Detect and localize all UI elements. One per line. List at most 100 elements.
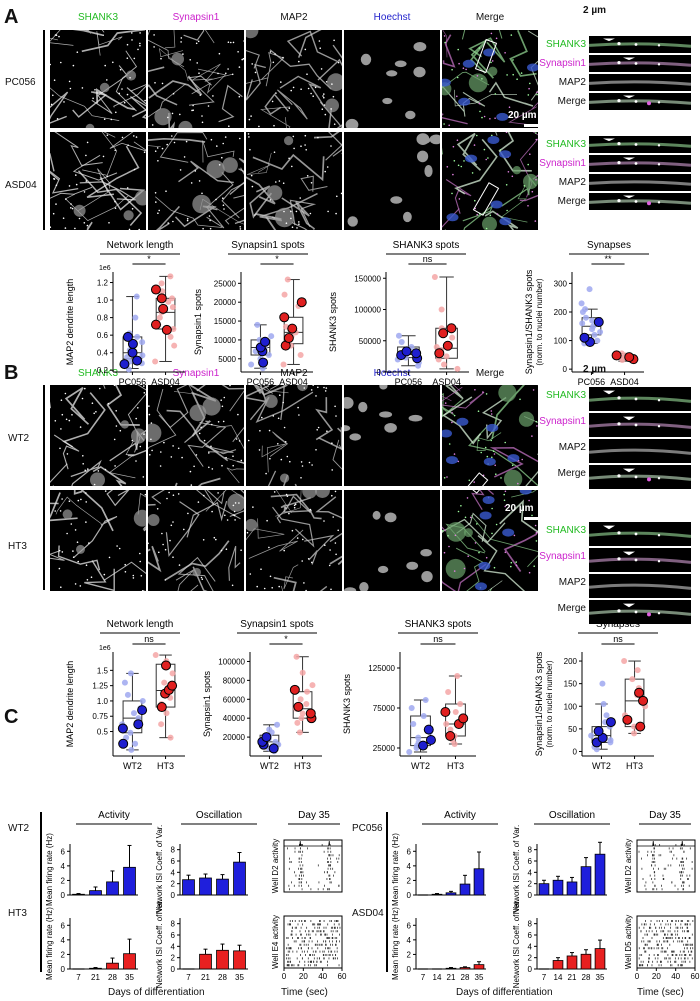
x-tick-label: 20 (652, 972, 661, 981)
data-point (591, 331, 598, 338)
chart-title: Activity (444, 810, 476, 821)
data-point-mean (133, 719, 144, 730)
y-tick-label: 100 (564, 702, 578, 711)
y-tick-label: 0.4 (97, 349, 109, 358)
data-point (452, 709, 459, 715)
y-tick-label: 25000 (373, 744, 396, 753)
y-tick-label: 0 (171, 891, 176, 900)
bar (123, 953, 136, 970)
data-point (130, 710, 137, 717)
data-point-mean (638, 695, 649, 706)
significance-label: * (275, 254, 279, 264)
data-point (410, 721, 417, 727)
inset-label: Merge (557, 468, 586, 479)
data-point (169, 670, 176, 677)
data-point-mean (445, 731, 456, 741)
y-tick-label: 8 (528, 846, 533, 855)
data-point-mean (296, 297, 307, 308)
data-point-mean (411, 348, 422, 359)
x-tick-label: 28 (218, 973, 227, 982)
x-tick-label: 21 (91, 973, 100, 982)
bar (580, 866, 592, 896)
bar (106, 962, 119, 970)
bar (106, 881, 119, 896)
bar (72, 893, 85, 896)
data-point (415, 734, 422, 741)
x-tick-label: WT2 (123, 761, 142, 771)
y-tick-label: 0.6 (97, 331, 109, 340)
significance-label: ns (144, 634, 154, 644)
y-axis-label: Mean firing rate (Hz) (45, 907, 54, 980)
inset-tile (589, 522, 691, 546)
row-label-wt2: WT2 (8, 433, 30, 444)
inset-tile (589, 74, 691, 91)
x-tick-label: 28 (108, 973, 117, 982)
bar (566, 955, 578, 970)
micrograph-tile (50, 30, 146, 128)
data-point (398, 339, 405, 345)
data-point (169, 295, 176, 302)
data-point-mean (289, 684, 300, 695)
y-tick-label: 100 (554, 337, 568, 346)
y-axis-label: Network ISI Coeff. of Var. (155, 899, 164, 989)
data-point-mean (593, 726, 604, 737)
y-tick-label: 20000 (223, 733, 246, 742)
x-tick-label: 60 (338, 972, 347, 981)
inset-label: Merge (557, 603, 586, 614)
y-tick-label: 4 (528, 868, 533, 877)
x-tick-label: PC056 (119, 377, 147, 387)
data-point-mean (305, 708, 316, 719)
data-point (454, 673, 461, 679)
y-axis-label: Network ISI Coeff. of Var. (512, 825, 521, 915)
data-point-mean (423, 724, 434, 735)
x-tick-label: 28 (461, 973, 470, 982)
x-tick-label: 35 (125, 973, 134, 982)
data-point (594, 337, 601, 344)
y-axis-label: Mean firing rate (Hz) (391, 833, 400, 906)
y-axis-label: Synapsin1/SHANK3 spots (534, 651, 544, 756)
data-point (304, 688, 311, 695)
x-tick-label: 21 (201, 973, 210, 982)
y-axis-label: Network ISI Coeff. of Var. (155, 825, 164, 915)
bar (199, 877, 212, 896)
y-axis-label: Synapsin1 spots (202, 670, 212, 737)
data-point (127, 729, 134, 736)
data-point-mean (458, 713, 469, 724)
bar (459, 883, 471, 896)
chart-title: Synapses (596, 619, 640, 630)
raster-frame (283, 915, 343, 969)
y-axis-label: MAP2 dendrite length (65, 279, 75, 366)
data-point (133, 293, 140, 300)
micrograph-tile (442, 132, 538, 230)
data-point (170, 326, 177, 333)
micrograph-tile (344, 490, 440, 591)
inset-label: SHANK3 (545, 39, 586, 50)
bar (233, 950, 246, 970)
bar (594, 948, 606, 970)
y-tick-label: 60000 (223, 695, 246, 704)
x-tick-label: HT3 (294, 761, 311, 771)
inset-label: Merge (557, 96, 586, 107)
inset-tile (589, 413, 691, 437)
x-tick-label: HT3 (157, 761, 174, 771)
axis-multiplier: 1e6 (99, 645, 111, 652)
x-tick-label: 60 (691, 972, 700, 981)
micrograph-tile (148, 385, 244, 486)
inset-tile (589, 155, 691, 172)
data-point (621, 658, 628, 665)
raster-x-label: Time (sec) (637, 987, 684, 998)
data-point (297, 352, 304, 359)
chart-title: Synapsin1 spots (231, 240, 304, 251)
y-tick-label: 20000 (214, 298, 237, 307)
y-tick-label: 0 (61, 891, 66, 900)
data-point-mean (268, 743, 279, 754)
y-axis-label: Mean firing rate (Hz) (391, 907, 400, 980)
data-point (152, 652, 159, 659)
inset-label: MAP2 (558, 77, 586, 88)
inset-tile (589, 600, 691, 624)
data-point (167, 273, 174, 280)
data-point-mean (593, 317, 604, 327)
data-point-mean (438, 328, 449, 339)
row-label-pc056: PC056 (5, 77, 36, 88)
y-tick-label: 25000 (214, 279, 237, 288)
